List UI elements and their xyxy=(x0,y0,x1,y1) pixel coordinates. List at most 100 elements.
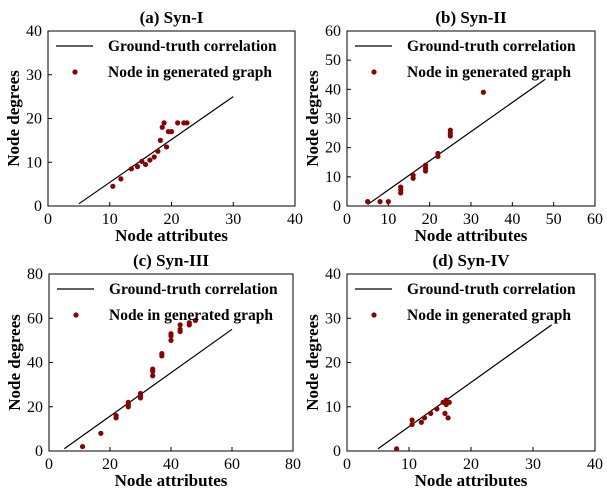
plot-frame xyxy=(48,273,294,452)
x-tick-label: 20 xyxy=(164,211,180,228)
data-point xyxy=(125,399,131,405)
legend-label: Ground-truth correlation xyxy=(407,38,576,55)
x-tick-label: 30 xyxy=(225,211,241,228)
data-point xyxy=(113,413,119,419)
data-point xyxy=(151,154,157,160)
y-axis-label: Node degrees xyxy=(5,314,24,411)
legend-label: Ground-truth correlation xyxy=(109,281,278,298)
data-point xyxy=(110,183,116,189)
x-tick-label: 10 xyxy=(380,211,396,228)
data-point xyxy=(422,162,429,168)
data-point xyxy=(175,120,181,126)
panel-1: (a) Syn-I 0 10 20 30 40 0 10 20 30 40 Node attribut… xyxy=(4,8,303,245)
x-tick-label: 0 xyxy=(45,456,53,473)
truth-line xyxy=(63,328,233,450)
y-tick-label: 30 xyxy=(325,310,341,327)
x-tick-label: 40 xyxy=(287,211,303,228)
y-tick-label: 60 xyxy=(27,310,43,327)
plot-frame xyxy=(346,273,596,452)
y-tick-label: 60 xyxy=(325,23,341,40)
x-tick-label: 80 xyxy=(285,456,301,473)
data-point xyxy=(177,326,183,332)
data-point xyxy=(377,199,383,205)
y-tick-label: 30 xyxy=(325,111,341,128)
x-axis-label: Node attributes xyxy=(415,226,528,245)
data-point xyxy=(168,337,174,343)
data-point xyxy=(137,390,144,397)
y-tick-label: 10 xyxy=(325,399,341,416)
data-point xyxy=(157,137,163,143)
data-point xyxy=(139,158,145,164)
data-point xyxy=(79,443,86,450)
y-tick-label: 20 xyxy=(26,111,42,128)
y-tick-label: 10 xyxy=(325,169,341,186)
panel-3: (c) Syn-III 0 20 40 60 80 0 20 40 60 80 Node attrib… xyxy=(5,251,301,489)
x-tick-label: 20 xyxy=(463,456,479,473)
x-tick-label: 60 xyxy=(224,456,240,473)
chart-title: (b) Syn-II xyxy=(435,8,507,27)
data-point xyxy=(418,419,424,425)
data-point xyxy=(410,172,416,178)
y-tick-label: 40 xyxy=(26,23,42,40)
y-tick-label: 40 xyxy=(325,81,341,98)
y-tick-label: 0 xyxy=(333,198,341,215)
data-point xyxy=(445,415,451,421)
data-point xyxy=(163,144,170,150)
legend-label: Node in generated graph xyxy=(109,307,273,324)
y-axis-label: Node degrees xyxy=(4,70,23,167)
y-axis-label: Node degrees xyxy=(303,70,322,167)
x-tick-label: 0 xyxy=(343,211,351,228)
chart-title: (d) Syn-IV xyxy=(433,251,511,270)
data-point xyxy=(192,317,198,324)
chart-title: (c) Syn-III xyxy=(133,251,209,270)
chart-title: (a) Syn-I xyxy=(140,8,204,27)
x-tick-label: 20 xyxy=(102,456,118,473)
data-point xyxy=(161,120,167,126)
y-tick-label: 10 xyxy=(26,154,42,171)
data-point xyxy=(435,150,441,157)
data-point xyxy=(398,184,404,190)
y-tick-label: 0 xyxy=(35,443,43,460)
data-point xyxy=(447,127,453,133)
y-tick-label: 0 xyxy=(34,198,42,215)
data-point xyxy=(159,124,165,130)
x-tick-label: 0 xyxy=(343,456,351,473)
data-point xyxy=(434,406,440,412)
y-tick-label: 20 xyxy=(325,355,341,372)
y-tick-label: 30 xyxy=(26,67,42,84)
data-point xyxy=(168,129,175,135)
y-tick-label: 50 xyxy=(325,52,341,69)
legend-point-marker xyxy=(371,69,377,75)
data-point xyxy=(480,89,486,95)
data-point xyxy=(142,161,149,168)
legend-label: Node in generated graph xyxy=(108,64,272,81)
legend-point-marker xyxy=(371,312,377,318)
legend-label: Node in generated graph xyxy=(407,307,571,324)
x-tick-label: 40 xyxy=(587,456,603,473)
x-tick-label: 30 xyxy=(525,456,541,473)
data-point xyxy=(442,410,448,416)
y-tick-label: 0 xyxy=(333,443,341,460)
legend: Ground-truth correlation Node in generate… xyxy=(355,281,576,324)
data-point xyxy=(428,410,434,416)
x-tick-label: 0 xyxy=(44,211,52,228)
legend: Ground-truth correlation Node in generate… xyxy=(56,38,277,81)
x-axis-label: Node attributes xyxy=(115,471,228,489)
data-point xyxy=(186,320,192,326)
data-point xyxy=(385,199,391,205)
data-point xyxy=(98,430,104,436)
panel-2: (b) Syn-II 0 10 20 30 40 50 60 0 10 20 30 40 50 60 Node… xyxy=(303,8,603,245)
data-point xyxy=(168,331,174,337)
data-point xyxy=(118,176,124,182)
y-tick-label: 40 xyxy=(27,355,43,372)
legend: Ground-truth correlation Node in generate… xyxy=(355,38,576,81)
data-point xyxy=(394,446,400,452)
data-point xyxy=(184,120,190,126)
x-axis-label: Node attributes xyxy=(415,471,528,489)
data-point xyxy=(155,148,161,154)
plot-frame xyxy=(47,30,296,207)
data-point xyxy=(365,199,371,205)
truth-line xyxy=(377,324,552,450)
y-tick-label: 20 xyxy=(27,399,43,416)
legend-label: Ground-truth correlation xyxy=(108,38,277,55)
